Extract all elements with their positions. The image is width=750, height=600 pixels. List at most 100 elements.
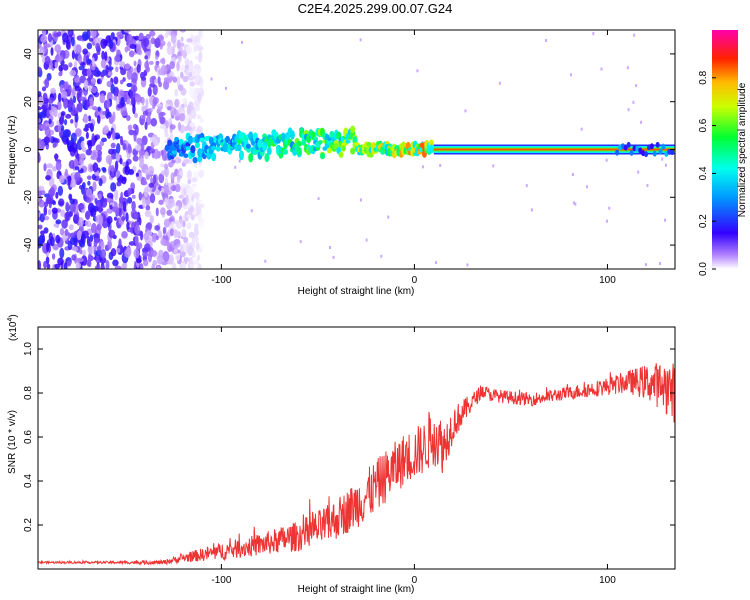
spectrogram-cell <box>105 154 113 165</box>
spectrogram-cell <box>196 125 203 136</box>
spectrogram-cell <box>160 163 165 168</box>
spectrogram-cell <box>646 184 649 188</box>
spectrogram-cell <box>47 33 53 43</box>
spectrogram-cell <box>39 213 45 223</box>
spectrogram-cell <box>51 207 58 214</box>
spectrogram-cell <box>175 254 181 262</box>
spectrogram-cell <box>176 75 181 87</box>
spectrogram-cell <box>187 178 192 185</box>
spectrogram-cell <box>161 187 165 193</box>
spectrogram-cell <box>188 231 196 239</box>
spectrogram-cell <box>38 234 45 245</box>
snr-y-tick-label: 0.8 <box>23 386 34 400</box>
snr-y-label: SNR (10 * v/v) <box>7 410 18 474</box>
spectrogram-cell <box>194 55 199 60</box>
spectrogram-cell <box>155 207 159 217</box>
spectrogram-y-tick-label: 40 <box>23 48 34 60</box>
spectrogram-cell <box>131 200 136 212</box>
spectrogram-cell <box>195 241 200 251</box>
spectrogram-cell <box>69 198 75 205</box>
spectrogram-cell <box>171 220 175 231</box>
spectrogram-cell <box>156 265 161 269</box>
spectrogram-cell <box>571 173 574 177</box>
spectrogram-cell <box>149 147 156 154</box>
spectrogram-cell <box>68 62 73 68</box>
spectrogram-cell <box>626 66 629 70</box>
spectrogram-cell <box>492 164 495 168</box>
spectrogram-cell <box>169 60 175 70</box>
spectrogram-cell <box>38 112 45 118</box>
spectrogram-cell <box>96 245 102 252</box>
spectrogram-cell <box>148 60 154 65</box>
spectrogram-cell <box>71 49 76 60</box>
spectrogram-cell <box>169 228 175 237</box>
spectrogram-cell <box>44 78 50 89</box>
spectrogram-cell <box>605 158 608 162</box>
spectrogram-cell <box>59 84 64 94</box>
spectrogram-cell <box>171 149 177 155</box>
spectrogram-cell <box>147 253 152 263</box>
spectrogram-cell <box>74 44 82 55</box>
spectrogram-cell <box>326 147 332 154</box>
spectrogram-cell <box>126 197 133 204</box>
spectrogram-y-tick-label: -40 <box>23 237 34 252</box>
spectrogram-cell <box>115 66 119 73</box>
spectrogram-cell <box>99 140 105 147</box>
spectrogram-cell <box>179 30 186 33</box>
spectrogram-cell <box>197 156 203 163</box>
spectrogram-cell <box>106 131 112 139</box>
spectrogram-cell <box>188 101 194 112</box>
spectrogram-cell <box>176 39 181 50</box>
spectrogram-cell <box>185 45 192 55</box>
spectrogram-cell <box>154 37 161 49</box>
snr-x-label: Height of straight line (km) <box>298 584 415 595</box>
spectrogram-cell <box>85 131 89 140</box>
spectrogram-cell <box>197 92 202 103</box>
spectrogram-cell <box>74 171 81 182</box>
spectrogram-cell <box>573 201 576 205</box>
spectrogram-cell <box>70 132 77 144</box>
colorbar: 0.0 0.2 0.4 0.6 0.8 Normalized spectral ampl… <box>698 30 748 276</box>
spectrogram-cell <box>159 124 167 130</box>
spectrogram-cell <box>57 123 62 133</box>
spectrogram-cell <box>57 257 64 266</box>
spectrogram-cell <box>87 180 91 186</box>
spectrogram-cell <box>329 130 335 139</box>
spectrogram-cell <box>161 150 167 162</box>
spectrogram-cell <box>134 144 142 152</box>
spectrogram-cell <box>180 36 184 42</box>
spectrogram-cell <box>64 118 68 126</box>
spectrogram-cell <box>94 265 100 269</box>
spectrogram-cell <box>61 90 68 99</box>
spectrogram-cell <box>638 147 643 154</box>
spectrogram-cell <box>608 206 611 210</box>
spectrogram-cell <box>167 182 173 187</box>
spectrogram-cell <box>133 212 138 220</box>
spectrogram-cell <box>60 209 66 217</box>
spectrogram-cell <box>178 194 184 199</box>
spectrogram-cell <box>140 142 145 152</box>
spectrogram-cell <box>88 37 94 42</box>
spectrogram-y-label: Frequency (Hz) <box>7 116 18 185</box>
spectrogram-cell <box>109 204 113 210</box>
spectrogram-cell <box>635 84 638 88</box>
spectrogram-cell <box>181 261 187 269</box>
spectrogram-cell <box>91 173 97 181</box>
spectrogram-y-axis: -40 -20 0 20 40 <box>23 48 675 252</box>
spectrogram-cell <box>68 30 73 36</box>
spectrogram-cell <box>145 66 151 73</box>
spectrogram-cell <box>199 83 204 90</box>
spectrogram-cell <box>211 145 217 151</box>
spectrogram-cell <box>380 254 383 258</box>
spectrogram-cell <box>130 95 135 106</box>
spectrogram-cell <box>50 87 57 94</box>
spectrogram-cell <box>108 40 114 49</box>
spectrogram-cell <box>96 78 101 85</box>
spectrogram-cell <box>74 246 78 252</box>
spectrogram-cell <box>57 185 64 196</box>
spectrogram-cell <box>87 140 93 151</box>
spectrogram-cell <box>162 184 170 194</box>
spectrogram-cell <box>151 263 156 269</box>
spectrogram-cell <box>116 180 122 187</box>
spectrogram-cell <box>149 76 156 85</box>
